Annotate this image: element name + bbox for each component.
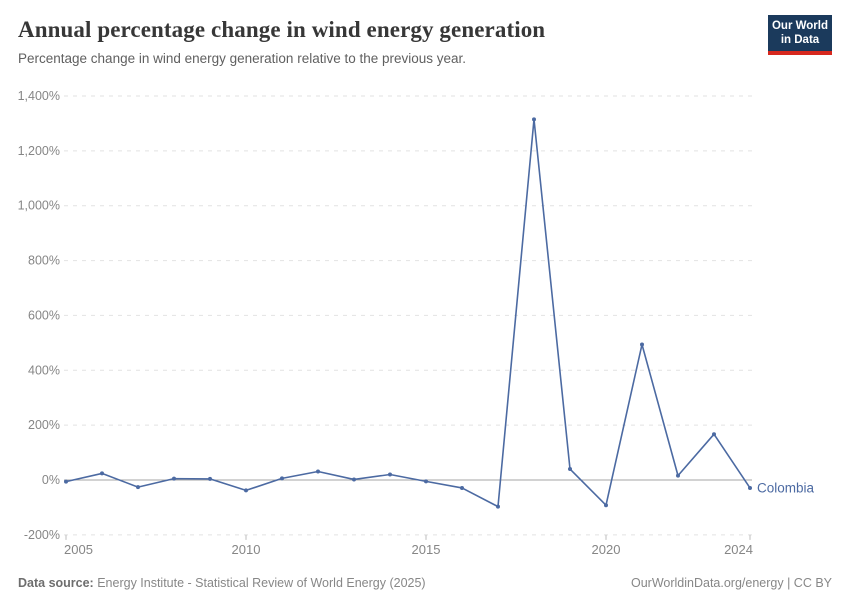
data-point-marker	[388, 472, 392, 477]
data-point-marker	[460, 485, 464, 490]
y-tick-label: -200%	[24, 528, 60, 542]
data-point-marker	[172, 476, 176, 481]
x-tick-label: 2020	[592, 542, 621, 557]
chart-header: Annual percentage change in wind energy …	[0, 0, 850, 84]
series-label-colombia: Colombia	[757, 480, 815, 495]
owid-logo-line1: Our World	[771, 20, 828, 32]
y-tick-label: 400%	[28, 363, 60, 377]
data-point-marker	[676, 473, 680, 478]
y-tick-label: 800%	[28, 254, 60, 268]
data-point-marker	[604, 503, 608, 508]
chart-canvas: -200% 0% 200% 400% 600% 800% 1,000% 1,200% 1,400…	[18, 89, 815, 557]
x-tick-label: 2010	[232, 542, 261, 557]
x-tick-label: 2015	[412, 542, 441, 557]
y-tick-label: 0%	[42, 473, 60, 487]
owid-logo-text: Our World in Data	[768, 15, 832, 51]
owid-logo-red-bar	[768, 50, 832, 55]
data-point-marker	[496, 504, 500, 509]
data-source-label: Data source:	[18, 576, 94, 590]
y-tick-label: 600%	[28, 308, 60, 322]
data-point-marker	[280, 476, 284, 481]
data-point-marker	[64, 479, 68, 484]
y-tick-label: 1,000%	[18, 199, 60, 213]
data-point-marker	[568, 467, 572, 472]
data-point-marker	[712, 432, 716, 437]
data-point-marker	[532, 117, 536, 122]
data-point-marker	[640, 342, 644, 347]
chart-footer: Data source: Energy Institute - Statisti…	[0, 576, 850, 590]
x-tick-label: 2005	[64, 542, 93, 557]
y-tick-label: 1,400%	[18, 89, 60, 103]
data-point-marker	[244, 488, 248, 493]
data-point-marker	[136, 485, 140, 490]
data-point-marker	[316, 469, 320, 474]
data-point-marker	[208, 476, 212, 481]
data-point-marker	[100, 471, 104, 476]
owid-logo-line2: in Data	[780, 34, 820, 47]
page-title: Annual percentage change in wind energy …	[18, 17, 546, 42]
data-point-marker	[424, 479, 428, 484]
series-line-colombia	[65, 118, 751, 508]
chart-area: -200% 0% 200% 400% 600% 800% 1,000% 1,200% 1,400…	[0, 84, 850, 560]
data-point-marker	[748, 485, 752, 490]
footer-credit: OurWorldinData.org/energy | CC BY	[630, 576, 832, 590]
data-source-text: Energy Institute - Statistical Review of…	[93, 576, 426, 590]
data-source: Data source: Energy Institute - Statisti…	[18, 576, 426, 590]
y-tick-label: 200%	[28, 418, 60, 432]
y-tick-label: 1,200%	[18, 144, 60, 158]
owid-logo: Our World in Data	[768, 15, 832, 55]
page-subtitle: Percentage change in wind energy generat…	[18, 50, 467, 66]
x-tick-label: 2024	[724, 542, 753, 557]
data-point-marker	[352, 477, 356, 482]
